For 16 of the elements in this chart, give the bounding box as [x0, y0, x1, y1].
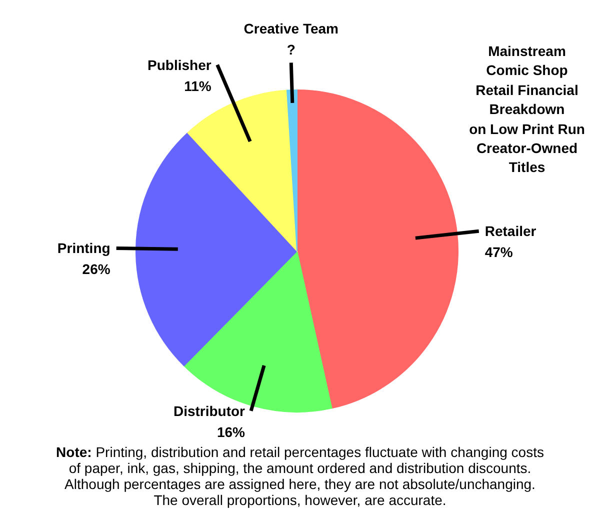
data-label: 16%: [216, 424, 246, 440]
slice-label: Creative Team: [244, 20, 338, 37]
pie-slice: [187, 90, 298, 252]
data-label: ?: [286, 42, 296, 58]
data-label: 26%: [82, 261, 111, 278]
pie-slice: [136, 132, 298, 366]
slice-label: Printing: [57, 240, 110, 256]
pie-slice: [286, 90, 298, 252]
text: Note: Printing, distribution and retail percentages fluctuate with changing costs of paper, ink, gas, shipping, the amount ordered and distribution discounts. Although percentages are assigned here, they are not absolute/unchanging. The overall proportions, however, are accurate.: [55, 444, 545, 508]
slice-label: Retailer: [484, 223, 537, 240]
text: Mainstream Comic Shop Retail Financial Breakdown on Low Print Run Creator-Owned Titles: [468, 42, 586, 178]
slice-label: Distributor: [173, 402, 246, 419]
slice-label: Publisher: [148, 56, 212, 73]
data-label: 11%: [184, 78, 212, 94]
data-label: 47%: [484, 244, 514, 260]
pie-slice: [296, 90, 458, 409]
